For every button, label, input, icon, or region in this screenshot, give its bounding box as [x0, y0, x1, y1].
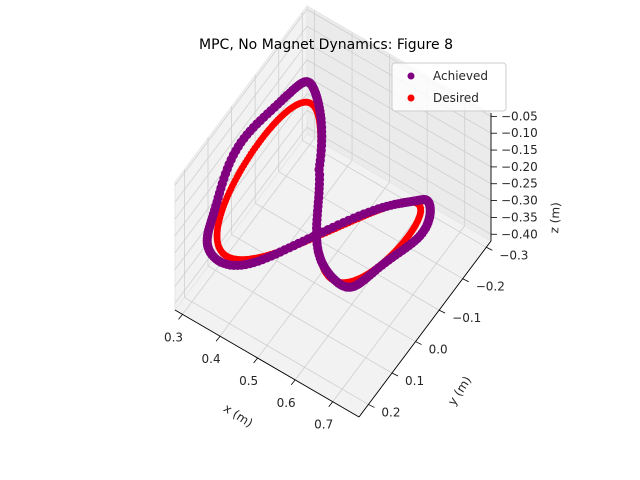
x-tick-mark — [215, 335, 221, 342]
axes-ticks: 0.3 0.4 0.5 0.6 0.7 −0.3 −0.2 −0.1 0.0 0.1 0.2 −0.4… — [164, 109, 538, 431]
y-grid-floor — [184, 297, 369, 405]
y-tick-label: −0.3 — [499, 248, 528, 262]
y-tick-mark — [462, 278, 469, 283]
x-grid-floor — [294, 203, 428, 381]
z-tick-label: −0.25 — [501, 177, 538, 191]
x-tick-mark — [290, 379, 296, 386]
y-tick-mark — [486, 246, 493, 251]
axes-edges — [174, 113, 492, 418]
plot-series — [202, 77, 435, 292]
y-grid-floor — [302, 139, 487, 248]
series-achieved — [202, 77, 435, 292]
x-tick-label: 0.4 — [202, 352, 221, 366]
legend-marker-desired — [407, 94, 415, 102]
z-grid-back — [306, 110, 492, 218]
y-tick-label: −0.1 — [452, 311, 481, 325]
y-grid-floor — [278, 171, 463, 280]
x-tick-label: 0.7 — [314, 418, 333, 432]
z-axis-label: z (m) — [547, 202, 563, 234]
x-tick-label: 0.5 — [239, 374, 258, 388]
z-grid-left — [174, 93, 308, 270]
y-tick-mark — [415, 341, 422, 345]
z-grid-left — [174, 25, 308, 203]
z-tick-label: −0.15 — [501, 143, 538, 157]
z-tick-label: −0.40 — [501, 227, 538, 241]
z-tick-label: −0.10 — [501, 126, 538, 140]
x-tick-label: 0.6 — [277, 396, 296, 410]
z-grid-left — [174, 110, 308, 287]
z-grid-left — [174, 127, 308, 304]
z-grid-back — [306, 76, 492, 185]
z-grid-back — [306, 126, 492, 235]
z-grid-left — [174, 42, 308, 220]
z-tick-label: −0.05 — [501, 109, 538, 123]
point-achieved — [314, 165, 324, 175]
x-grid-floor — [332, 225, 466, 402]
y-tick-label: −0.2 — [476, 280, 505, 294]
y-tick-mark — [438, 309, 446, 314]
z-tick-label: −0.30 — [501, 194, 538, 208]
y-tick-mark — [391, 372, 399, 377]
legend-label-desired: Desired — [433, 91, 479, 105]
z-tick-label: −0.35 — [501, 210, 538, 224]
x-tick-label: 0.3 — [164, 330, 183, 344]
y-tick-mark — [368, 404, 375, 408]
y-tick-label: 0.1 — [405, 374, 424, 388]
legend-marker-achieved — [407, 72, 415, 80]
y-tick-label: 0.2 — [381, 405, 400, 419]
x-tick-mark — [178, 314, 183, 320]
x-grid-floor — [182, 138, 315, 315]
y-grid-floor — [254, 202, 440, 311]
axes-grid — [174, 9, 492, 405]
z-grid-back — [306, 59, 492, 168]
x-tick-mark — [328, 401, 334, 407]
chart-title: MPC, No Magnet Dynamics: Figure 8 — [199, 37, 453, 53]
y-tick-label: 0.0 — [429, 343, 448, 357]
legend: Achieved Desired — [391, 62, 507, 112]
legend-label-achieved: Achieved — [433, 69, 488, 83]
z-grid-left — [174, 9, 308, 186]
legend-frame — [391, 62, 507, 112]
z-grid-back — [306, 93, 492, 201]
x-axis-line — [174, 309, 360, 418]
y-axis-line — [358, 240, 492, 418]
y-grid-floor — [207, 265, 393, 374]
z-tick-label: −0.20 — [501, 160, 538, 174]
y-grid-floor — [231, 234, 416, 342]
x-tick-mark — [253, 357, 258, 364]
